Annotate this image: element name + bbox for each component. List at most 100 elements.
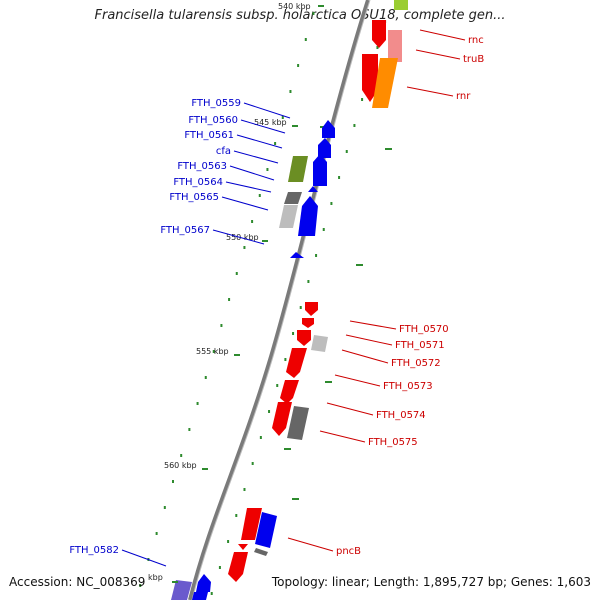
gene-label: FTH_0560 [188, 115, 238, 126]
scale-ticks: 540 kbp 545 kbp 550 kbp 555 kbp 560 kbp kbp [148, 2, 324, 583]
scale-tick-mark [318, 5, 324, 7]
scale-tick-mark [234, 354, 240, 356]
gene-bottom-blue-a [196, 574, 211, 592]
gene-label: FTH_0565 [169, 192, 219, 203]
gene-trub-arrow [362, 54, 378, 102]
scale-tick-label: 540 kbp [278, 2, 311, 11]
gene-leader-line [243, 102, 291, 119]
gene-rnr-orange [372, 58, 398, 108]
gene-pncb-red-upper [241, 508, 262, 540]
guide-dot [212, 350, 215, 353]
gene-leader-line [229, 165, 275, 181]
gene-leader-line [121, 549, 167, 567]
gene-label: FTH_0563 [177, 161, 227, 172]
gene-bottom-blue-b [192, 592, 208, 600]
gene-fth0572-lightgray [311, 335, 328, 352]
guide-dash [292, 498, 299, 500]
guide-dot [235, 514, 238, 517]
guide-dot [258, 194, 261, 197]
gene-leader-line [341, 349, 389, 364]
gene-rnc-arrow [372, 20, 386, 48]
gene-fth0573b-arrow [280, 380, 299, 404]
guide-dot [251, 462, 254, 465]
gene-fth0582-purple [171, 580, 192, 600]
guide-dot [376, 46, 379, 49]
guide-dash [325, 381, 332, 383]
gene-fth0565-arrow [298, 196, 318, 236]
guide-dot [361, 98, 364, 101]
guide-dot [315, 254, 318, 257]
scale-tick-mark [262, 240, 268, 242]
gene-label: FTH_0571 [395, 340, 445, 351]
guide-dot [299, 306, 302, 309]
gene-label: FTH_0561 [184, 130, 234, 141]
gene-cfa-olive [288, 156, 308, 182]
gene-fth0564-gray [284, 192, 302, 204]
gene-label: FTH_0575 [368, 437, 418, 448]
gene-fth0574-darkgray [287, 406, 309, 440]
gene-pncb-small-red [238, 544, 248, 550]
gene-label: truB [463, 54, 484, 65]
gene-label: FTH_0574 [376, 410, 426, 421]
gene-fth0561-arrow [313, 154, 327, 186]
guide-dot [210, 592, 213, 595]
gene-fth0571-arrow [302, 318, 314, 328]
guide-dot [353, 124, 356, 127]
guide-dot [338, 176, 341, 179]
accession-text: Accession: NC_008369 [9, 575, 146, 589]
gene-leader-line [326, 402, 374, 416]
gene-label: pncB [336, 546, 361, 557]
guide-dot [227, 540, 230, 543]
guide-dot [304, 38, 307, 41]
gene-label: FTH_0559 [191, 98, 241, 109]
guide-dot [163, 506, 166, 509]
gene-leader-line [225, 181, 272, 193]
gene-pncb-red-lower [228, 552, 248, 582]
scale-tick-mark [202, 468, 208, 470]
gene-fth0570-arrow [305, 302, 318, 316]
gene-fth0574-arrow [272, 402, 292, 436]
guide-dot [243, 488, 246, 491]
gene-label: rnc [468, 35, 484, 46]
guide-dot [251, 220, 254, 223]
gene-fth0567-arrow [290, 252, 304, 258]
gene-leader-line [212, 229, 265, 245]
gene-label: FTH_0570 [399, 324, 449, 335]
genome-backbone [188, 0, 370, 600]
scale-tick-mark [292, 125, 298, 127]
gene-fth0573-arrow [286, 348, 307, 378]
gene-leader-line [240, 119, 286, 134]
guide-dot [274, 142, 277, 145]
guide-dot [281, 116, 284, 119]
scale-tick-label: kbp [148, 573, 163, 582]
guide-dot [292, 332, 295, 335]
gene-label: cfa [216, 146, 231, 157]
gene-fth0565-lightgray [279, 205, 298, 228]
gene-label: FTH_0572 [391, 358, 441, 369]
scale-tick-mark [172, 581, 178, 583]
gene-features [171, 0, 408, 600]
gene-label: FTH_0567 [160, 225, 210, 236]
guide-dash [284, 448, 291, 450]
guide-dash [385, 148, 392, 150]
scale-tick-label: 560 kbp [164, 461, 197, 470]
gene-label: FTH_0564 [173, 177, 223, 188]
guide-dot [297, 64, 300, 67]
guide-dot [330, 202, 333, 205]
gene-pink-rna [388, 30, 402, 62]
guide-dot [180, 454, 183, 457]
guide-dot [218, 566, 221, 569]
gene-leader-line [349, 320, 397, 330]
gene-fth0559-arrow [322, 120, 335, 138]
gene-leader-line [287, 537, 334, 552]
guide-dot [172, 480, 174, 483]
gene-label: FTH_0582 [69, 545, 119, 556]
guide-dot [196, 402, 199, 405]
guide-dot [259, 436, 262, 439]
guide-dot [139, 584, 142, 587]
guide-dot [307, 280, 310, 283]
gene-lime-rna [394, 0, 408, 10]
guide-dot [220, 324, 223, 327]
gene-leader-line [406, 86, 454, 97]
